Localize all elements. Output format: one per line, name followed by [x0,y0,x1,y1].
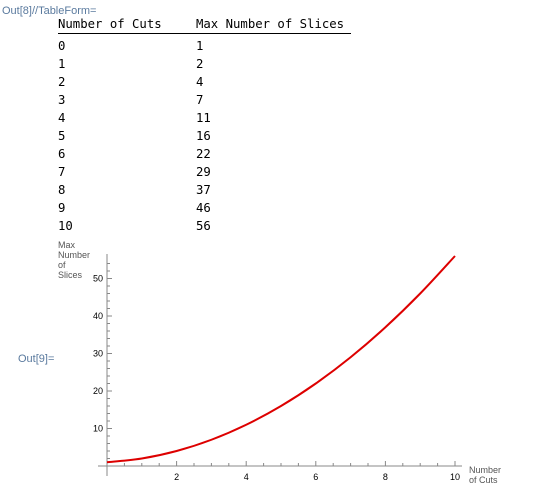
table-row: 10 56 [58,217,351,235]
table-row: 6 22 [58,145,351,163]
cell-cuts: 1 [58,57,66,71]
y-axis-label: Max Number of Slices [58,240,91,280]
cell-slices: 22 [196,147,211,161]
x-axis-label: Number of Cuts [469,465,502,485]
cell-slices: 1 [196,39,204,53]
output-label-8: Out[8]//TableForm= [2,5,97,17]
cell-cuts: 4 [58,111,66,125]
cell-cuts: 8 [58,183,66,197]
cell-cuts: 6 [58,147,66,161]
series-line [106,255,456,464]
cell-cuts: 9 [58,201,66,215]
y-tick-label: 40 [93,311,103,321]
y-tick-label: 50 [93,274,103,284]
cell-slices: 16 [196,129,211,143]
cell-slices: 11 [196,111,211,125]
cell-slices: 46 [196,201,211,215]
table-row: 5 16 [58,127,351,145]
cell-slices: 29 [196,165,211,179]
x-tick-label: 2 [174,472,179,482]
cell-cuts: 0 [58,39,66,53]
cell-cuts: 7 [58,165,66,179]
cell-cuts: 10 [58,219,73,233]
cell-slices: 56 [196,219,211,233]
table-header-row: Number of Cuts Max Number of Slices [58,15,351,34]
cell-slices: 4 [196,75,204,89]
cell-cuts: 3 [58,93,66,107]
cell-slices: 2 [196,57,204,71]
cell-slices: 7 [196,93,204,107]
x-tick-label: 4 [244,472,249,482]
y-tick-label: 30 [93,349,103,359]
y-tick-label: 10 [93,424,103,434]
x-tick-label: 10 [450,472,460,482]
cell-cuts: 2 [58,75,66,89]
x-tick-label: 8 [383,472,388,482]
table-row: 9 46 [58,199,351,217]
y-tick-label: 20 [93,386,103,396]
table-row: 4 11 [58,109,351,127]
cell-cuts: 5 [58,129,66,143]
column-header-cuts: Number of Cuts [58,15,196,34]
table-row: 8 37 [58,181,351,199]
column-header-slices: Max Number of Slices [196,15,351,34]
table-row: 7 29 [58,163,351,181]
x-tick-label: 6 [313,472,318,482]
output-label-9: Out[9]= [18,353,55,365]
cell-slices: 37 [196,183,211,197]
